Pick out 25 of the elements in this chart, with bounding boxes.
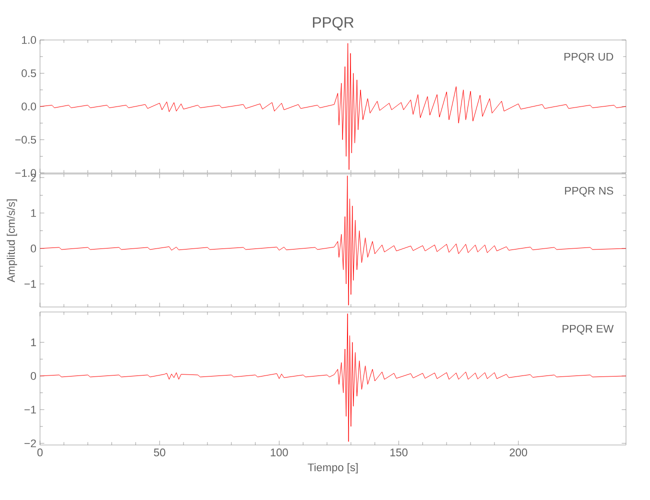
y-tick-label: −1 [24, 406, 36, 414]
x-tick-label: 150 [390, 448, 408, 456]
y-tick-label: 1 [31, 209, 36, 217]
x-tick-label: 200 [510, 448, 528, 456]
annotation: PPQR EW [562, 324, 614, 335]
x-tick-label: 0 [37, 448, 43, 456]
annotation: PPQR UD [564, 52, 614, 63]
y-tick-label: 1.0 [22, 36, 36, 44]
y-axis-title: Amplitud [cm/s/s] [6, 199, 18, 282]
line-series [40, 313, 626, 442]
x-axis-title: Tiempo [s] [308, 463, 358, 474]
y-tick-label: −2 [24, 439, 36, 448]
line-series [40, 43, 626, 170]
y-tick-label: 0 [30, 244, 36, 252]
y-tick-label: 0 [30, 372, 36, 380]
chart-title: PPQR [312, 17, 354, 30]
annotation: PPQR NS [565, 186, 614, 197]
y-tick-label: 1 [31, 338, 36, 346]
y-tick-label: −0.5 [15, 136, 36, 144]
x-tick-label: 100 [270, 448, 288, 456]
y-tick-label: 0.5 [22, 69, 36, 78]
y-tick-label: −1 [24, 280, 36, 288]
line-series [40, 176, 626, 306]
x-tick-label: 50 [154, 448, 166, 456]
y-tick-label: 0.0 [22, 102, 36, 110]
